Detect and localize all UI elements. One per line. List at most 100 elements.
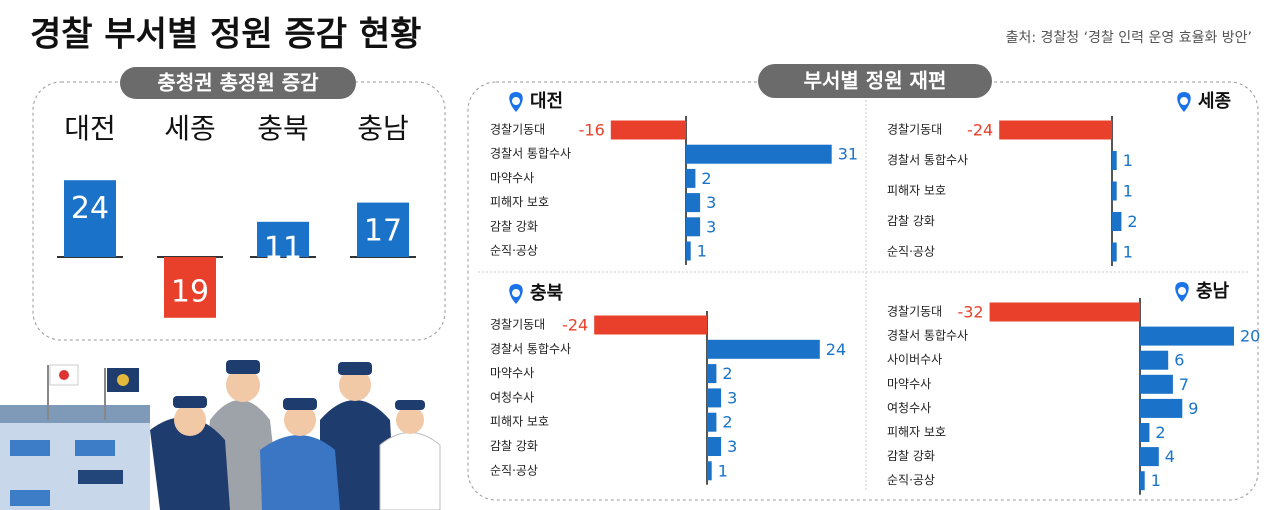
category-label: 마약수사 xyxy=(887,376,931,391)
region-title: 세종 xyxy=(1198,91,1231,112)
category-label: 감찰 강화 xyxy=(887,449,935,463)
category-label: 사이버수사 xyxy=(887,353,942,367)
value-label: 7 xyxy=(1179,375,1189,394)
value-label: 2 xyxy=(1155,423,1165,442)
bar xyxy=(1112,212,1122,231)
bar xyxy=(1140,447,1159,467)
bar xyxy=(707,339,820,359)
category-label: 경찰서 통합수사 xyxy=(887,329,968,343)
bar xyxy=(686,193,701,213)
value-label: 1 xyxy=(1123,151,1133,170)
value-label: 1 xyxy=(718,461,728,480)
bar xyxy=(989,302,1140,322)
value-label: 2 xyxy=(701,169,711,188)
bar xyxy=(164,257,216,318)
left-panel-pill xyxy=(120,67,356,99)
category-label: 충북 xyxy=(257,112,309,145)
location-pin xyxy=(509,92,523,112)
region-title: 충북 xyxy=(530,283,563,304)
bar xyxy=(594,315,707,335)
right-panel-title: 부서별 정원 재편 xyxy=(804,69,947,93)
bar xyxy=(1112,151,1117,170)
bar xyxy=(1112,242,1117,262)
bar xyxy=(707,388,722,408)
category-label: 순직·공상 xyxy=(887,245,935,259)
value-label: 1 xyxy=(1151,471,1161,490)
bar xyxy=(707,437,722,456)
bar xyxy=(999,120,1112,140)
region-title: 대전 xyxy=(530,91,563,112)
category-label: 순직·공상 xyxy=(490,463,538,477)
value-label: -24 xyxy=(967,121,993,140)
category-label: 피해자 보호 xyxy=(490,195,549,209)
bar xyxy=(707,461,712,481)
value-label: 31 xyxy=(838,145,858,164)
value-label: 4 xyxy=(1165,447,1175,466)
value-label: 19 xyxy=(171,275,209,310)
bar xyxy=(1140,423,1150,442)
category-label: 감찰 강화 xyxy=(490,439,538,453)
value-label: 2 xyxy=(722,413,732,432)
category-label: 경찰기동대 xyxy=(887,123,942,137)
category-label: 피해자 보호 xyxy=(887,184,946,198)
bar xyxy=(686,144,832,164)
source: 출처: 경찰청 ‘경찰 인력 운영 효율화 방안’ xyxy=(1006,30,1252,46)
bar xyxy=(1140,398,1183,418)
category-label: 순직·공상 xyxy=(490,244,538,258)
page-title: 경찰 부서별 정원 증감 현황 xyxy=(30,15,421,55)
value-label: 3 xyxy=(727,437,737,456)
value-label: 11 xyxy=(264,231,302,266)
bar xyxy=(686,217,701,237)
bar xyxy=(1140,350,1169,370)
bar xyxy=(610,120,686,140)
value-label: 20 xyxy=(1240,327,1260,346)
value-label: 9 xyxy=(1188,399,1198,418)
value-label: 1 xyxy=(1123,182,1133,201)
value-label: -24 xyxy=(562,316,588,335)
bar xyxy=(1140,374,1173,394)
category-label: 경찰서 통합수사 xyxy=(490,342,571,356)
value-label: -32 xyxy=(957,303,983,322)
category-label: 피해자 보호 xyxy=(887,425,946,439)
category-label: 마약수사 xyxy=(490,170,534,185)
value-label: 2 xyxy=(1127,212,1137,231)
bar xyxy=(707,364,717,384)
bar xyxy=(64,180,116,257)
category-label: 여청수사 xyxy=(887,401,931,415)
bar xyxy=(1112,181,1117,201)
category-label: 경찰기동대 xyxy=(887,305,942,319)
category-label: 경찰기동대 xyxy=(490,123,545,137)
category-label: 순직·공상 xyxy=(887,473,935,487)
location-pin xyxy=(509,284,523,304)
bar xyxy=(1140,471,1145,491)
bar xyxy=(707,412,717,432)
region-title: 충남 xyxy=(1196,281,1230,302)
bar xyxy=(1140,326,1234,346)
bar xyxy=(257,221,309,257)
category-label: 충남 xyxy=(357,112,409,145)
left-panel xyxy=(32,81,446,341)
value-label: 24 xyxy=(826,340,846,359)
category-label: 대전 xyxy=(64,112,116,145)
value-label: -16 xyxy=(579,121,605,140)
value-label: 1 xyxy=(697,242,707,261)
value-label: 3 xyxy=(727,388,737,407)
value-label: 17 xyxy=(364,213,402,248)
value-label: 6 xyxy=(1174,351,1184,370)
category-label: 경찰서 통합수사 xyxy=(887,153,968,167)
location-pin xyxy=(1175,282,1189,302)
bar xyxy=(686,241,691,261)
value-label: 2 xyxy=(722,364,732,383)
category-label: 경찰기동대 xyxy=(490,318,545,332)
category-label: 여청수사 xyxy=(490,390,534,404)
category-label: 감찰 강화 xyxy=(490,219,538,233)
bar xyxy=(686,168,696,188)
value-label: 24 xyxy=(71,191,109,226)
location-pin xyxy=(1177,92,1191,112)
right-panel-pill xyxy=(758,64,992,98)
category-label: 세종 xyxy=(164,112,216,145)
category-label: 마약수사 xyxy=(490,365,534,380)
bar xyxy=(357,202,409,257)
category-label: 경찰서 통합수사 xyxy=(490,147,571,161)
